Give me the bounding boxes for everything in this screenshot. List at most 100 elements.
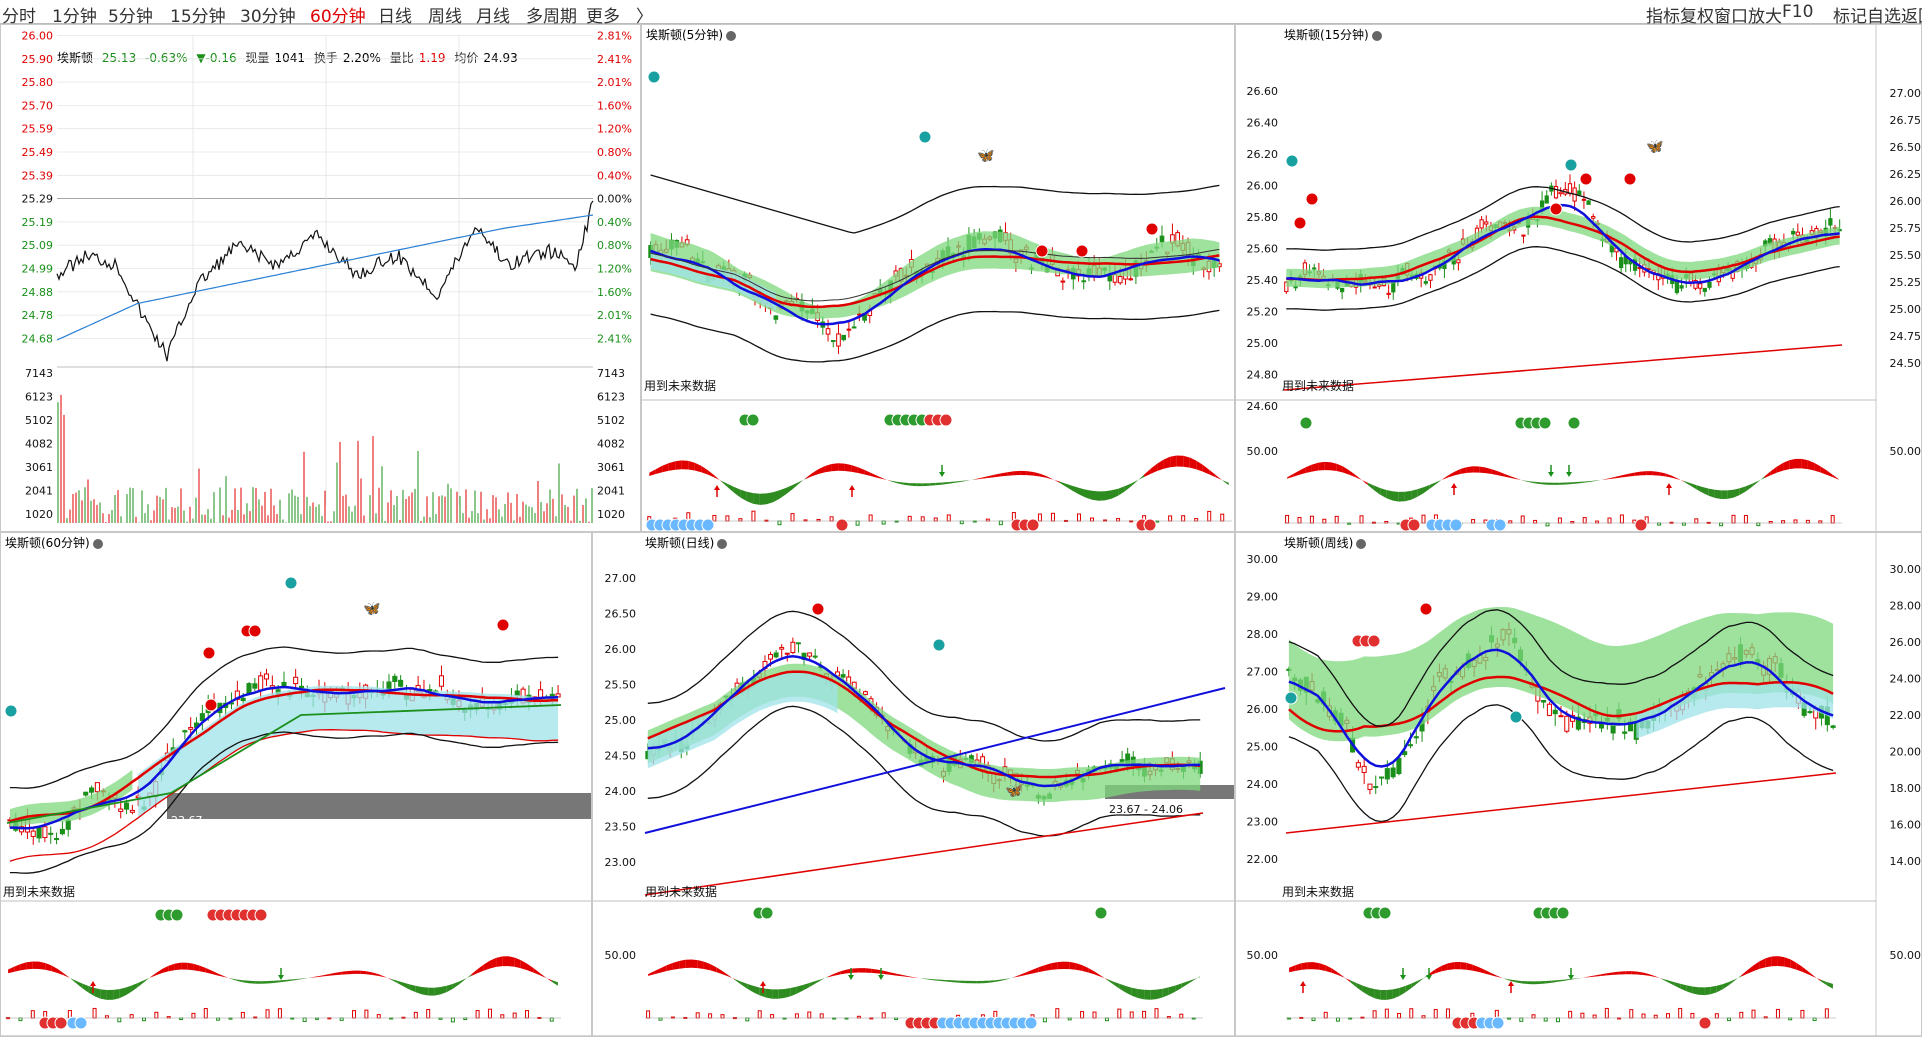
indicator-band: [1454, 962, 1461, 970]
indicator-band: [1187, 979, 1194, 985]
indicator-band: [1478, 967, 1485, 974]
chevron-down-icon[interactable]: [1356, 538, 1367, 549]
indicator-band: [1510, 476, 1517, 480]
indicator-band: [63, 973, 70, 978]
y-axis-tick: 26.40: [1247, 117, 1279, 130]
indicator-band: [976, 980, 983, 984]
indicator-bar: [1781, 520, 1786, 524]
candle: [812, 655, 818, 658]
toolbar-tool-0[interactable]: 指标: [1646, 7, 1680, 27]
toolbar-tool-5[interactable]: 标记: [1833, 7, 1867, 27]
toolbar-tool-7[interactable]: 返回: [1901, 7, 1922, 27]
panel-60min[interactable]: 23.67🦋05月11日11:3011:3011:3011:3011:3011:…: [0, 532, 592, 1037]
signal-badge: [496, 618, 510, 632]
indicator-band: [838, 463, 845, 471]
indicator-band: [1735, 975, 1742, 981]
zone-label: 23.67: [171, 814, 203, 827]
panel-weekly[interactable]: 30.00 29.00 28.00 27.00 26.00 25.00 24.00 23.00…: [1235, 532, 1922, 1037]
indicator-bar: [1665, 1013, 1670, 1019]
indicator-band: [889, 972, 897, 976]
period-tab-0[interactable]: 分时: [2, 7, 36, 27]
indicator-band: [1826, 470, 1833, 478]
indicator-band: [397, 980, 404, 987]
intraday-panel[interactable]: 埃斯顿 25.13 -0.63% ▼-0.16 现量 1041 换手 2.20% 量…: [0, 24, 641, 532]
panel-daily[interactable]: 27.00 26.50 26.00 25.50 25.00 24.50 24.00 23.50…: [592, 532, 1235, 1037]
indicator-band: [1473, 466, 1480, 473]
panel-5min[interactable]: 🦋05月31日14:3009:4010:2011:0013:1013:5014:…: [641, 24, 1235, 532]
period-tab-5[interactable]: 60分钟: [310, 7, 366, 27]
indicator-band: [422, 987, 429, 996]
indicator-bar: [1739, 1011, 1744, 1019]
intraday-chart[interactable]: 26.00 2.81% 25.90 2.41% 25.80 2.01% 25.70 1.60%…: [1, 25, 641, 532]
period-tab-4[interactable]: 30分钟: [240, 7, 296, 27]
toolbar-tool-2[interactable]: 窗口: [1714, 7, 1748, 27]
period-tab-9[interactable]: 多周期: [526, 7, 577, 27]
kline-5min-chart[interactable]: 🦋05月31日14:3009:4010:2011:0013:1013:5014:…: [642, 25, 1235, 532]
right-axis-tick: 24.50: [1890, 357, 1922, 370]
indicator-band: [896, 973, 903, 977]
indicator-band: [1429, 482, 1436, 489]
signal-badge: [811, 602, 825, 616]
indicator-band: [779, 487, 786, 499]
panel-15min[interactable]: 26.60 26.40 26.20 26.00 25.80 25.60 25.40 25.20…: [1235, 24, 1922, 532]
signal-badge: [1143, 518, 1157, 531]
indicator-band: [672, 961, 680, 970]
indicator-band: [1057, 961, 1064, 970]
indicator-band: [1615, 475, 1622, 479]
indicator-bar: [1812, 1017, 1817, 1022]
period-tab-6[interactable]: 日线: [378, 7, 412, 27]
indicator-band: [1196, 460, 1203, 472]
chevron-down-icon[interactable]: [92, 538, 103, 549]
candle: [840, 674, 846, 678]
indicator-band: [168, 963, 175, 972]
indicator-band: [1307, 962, 1314, 970]
indicator-band: [852, 968, 859, 973]
period-tab-1[interactable]: 1分钟: [52, 7, 97, 27]
kline-daily-chart[interactable]: 27.00 26.50 26.00 25.50 25.00 24.50 24.00 23.50…: [593, 533, 1235, 1037]
indicator-band: [1692, 986, 1699, 995]
indicator-band: [809, 981, 816, 988]
period-tab-2[interactable]: 5分钟: [108, 7, 153, 27]
kline-60min-chart[interactable]: 23.67🦋05月11日11:3011:3011:3011:3011:3011:…: [1, 533, 592, 1037]
indicator-band: [1640, 471, 1647, 476]
toolbar-tool-3[interactable]: 放大: [1748, 7, 1782, 27]
indicator-band: [94, 988, 101, 999]
candle: [1575, 716, 1581, 730]
indicator-bar: [1604, 1007, 1609, 1019]
indicator-band: [218, 973, 225, 977]
y-axis-tick: 25.20: [1247, 306, 1279, 319]
candle: [59, 828, 65, 835]
y-axis-tick: 26.50: [605, 608, 637, 621]
indicator-bar: [475, 1010, 480, 1019]
toolbar-tool-1[interactable]: 复权: [1680, 7, 1714, 27]
indicator-band: [1578, 481, 1585, 484]
indicator-bar: [1519, 1017, 1524, 1022]
indicator-band: [1612, 971, 1620, 975]
indicator-band: [199, 965, 206, 973]
chevron-down-icon[interactable]: [1371, 30, 1382, 41]
indicator-bar: [500, 1014, 505, 1019]
indicator-band: [1484, 969, 1491, 976]
more-chevron-icon[interactable]: 〉: [636, 7, 653, 27]
period-tab-7[interactable]: 周线: [428, 7, 462, 27]
indicator-band: [1342, 466, 1350, 475]
period-tab-8[interactable]: 月线: [476, 7, 510, 27]
indicator-bar: [946, 514, 951, 522]
indicator-band: [1033, 472, 1040, 477]
indicator-band: [1747, 965, 1754, 974]
period-tab-10[interactable]: 更多: [586, 7, 620, 27]
indicator-band: [1072, 485, 1079, 495]
candle: [188, 727, 194, 730]
kline-15min-chart[interactable]: 26.60 26.40 26.20 26.00 25.80 25.60 25.40 25.20…: [1236, 25, 1922, 532]
indicator-band: [1655, 976, 1662, 980]
pct-tick: 0.40%: [597, 216, 632, 229]
toolbar-tool-4[interactable]: F10: [1782, 2, 1814, 22]
indicator-band: [1496, 975, 1503, 979]
indicator-bar: [868, 514, 873, 522]
chevron-down-icon[interactable]: [726, 30, 736, 41]
indicator-band: [796, 984, 804, 994]
toolbar-tool-6[interactable]: 自选: [1867, 7, 1901, 27]
period-tab-3[interactable]: 15分钟: [170, 7, 226, 27]
chevron-down-icon[interactable]: [717, 538, 728, 549]
kline-weekly-chart[interactable]: 30.00 29.00 28.00 27.00 26.00 25.00 24.00 23.00…: [1236, 533, 1922, 1037]
